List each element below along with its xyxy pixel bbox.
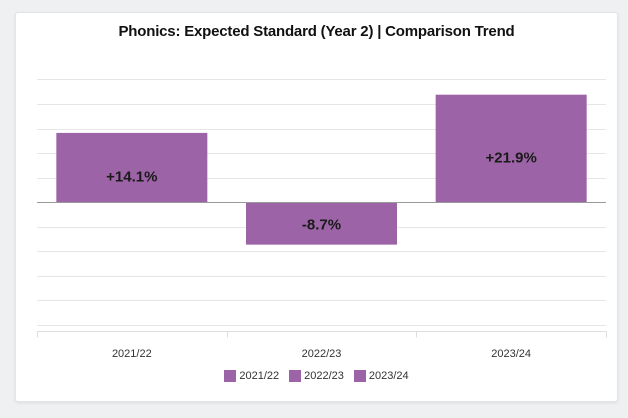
bars-group: +14.1% -8.7% +21.9%: [37, 94, 606, 245]
chart-card: Phonics: Expected Standard (Year 2) | Co…: [15, 12, 618, 402]
legend-label: 2021/22: [239, 370, 280, 382]
bar-0: [56, 132, 208, 202]
x-tick-label: 2023/24: [491, 348, 531, 360]
legend-swatch: [353, 370, 366, 382]
legend-item[interactable]: 2023/24: [353, 370, 409, 382]
legend-item[interactable]: 2021/22: [224, 370, 279, 382]
bar-value-label: +21.9%: [486, 149, 537, 166]
chart-title: Phonics: Expected Standard (Year 2) | Co…: [118, 23, 515, 40]
bar-chart: +14.1% -8.7% +21.9% 2021/22 2022/23 2023/24: [37, 79, 607, 360]
bar-2: [435, 94, 587, 202]
legend: 2021/22 2022/23 2023/24: [16, 370, 617, 382]
legend-swatch: [289, 370, 302, 382]
x-tick-label: 2022/23: [302, 348, 342, 360]
legend-swatch: [224, 370, 237, 382]
x-tick-label: 2021/22: [112, 348, 152, 360]
legend-label: 2022/23: [304, 370, 344, 382]
bar-value-label: -8.7%: [302, 216, 341, 233]
x-axis: 2021/22 2022/23 2023/24: [37, 331, 607, 360]
legend-item[interactable]: 2022/23: [289, 370, 344, 382]
bar-value-label: +14.1%: [106, 168, 157, 185]
bar-1: [246, 202, 397, 245]
legend-label: 2023/24: [368, 370, 409, 382]
